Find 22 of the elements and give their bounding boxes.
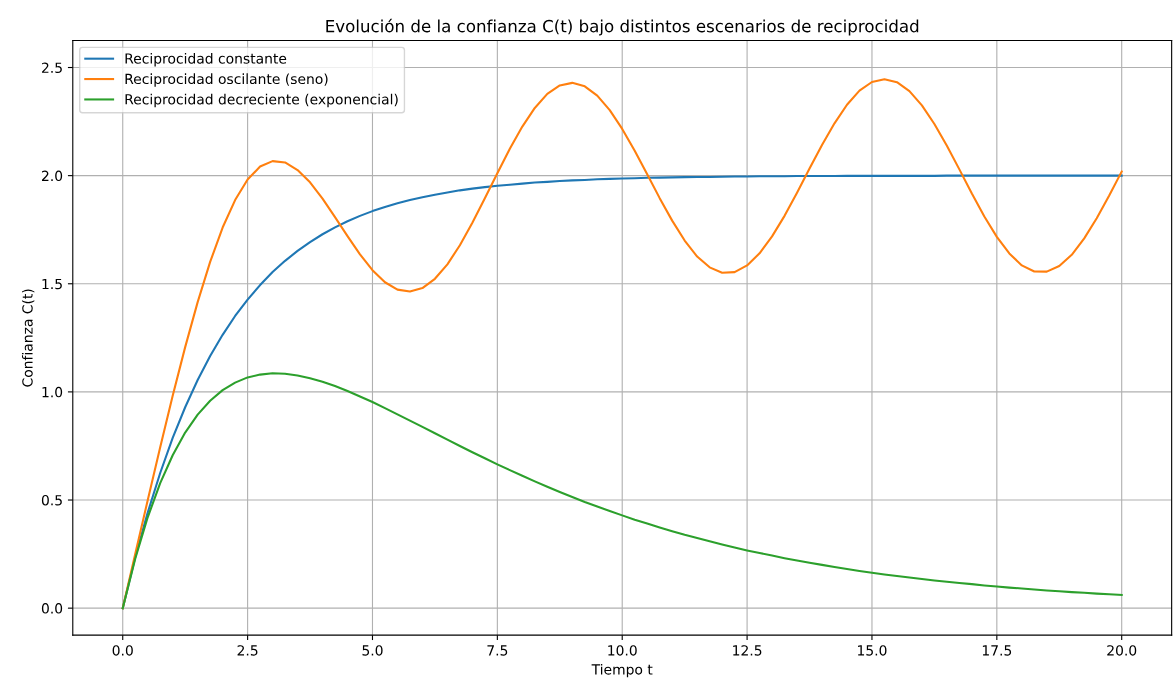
x-tick-label: 10.0 <box>608 645 637 656</box>
y-tick-label: 0.5 <box>41 494 62 506</box>
x-tick-label: 7.5 <box>487 645 508 656</box>
y-tick-label: 1.5 <box>42 278 62 290</box>
x-axis-title: Tiempo t <box>591 663 653 678</box>
y-tick-label: 0.0 <box>41 603 63 614</box>
legend-label: Reciprocidad decreciente (exponencial) <box>125 93 398 108</box>
y-tick-label: 2.5 <box>42 62 62 73</box>
y-tick-label: 2.0 <box>42 170 63 182</box>
line-series <box>121 372 1123 610</box>
x-tick-label: 0.0 <box>112 645 133 656</box>
x-tick-label: 15.0 <box>858 645 887 656</box>
x-tick-label: 2.5 <box>237 645 258 656</box>
x-tick-label: 17.5 <box>982 645 1012 656</box>
y-axis-title: Confianza C(t) <box>21 289 35 387</box>
x-tick-label: 12.5 <box>733 645 762 656</box>
legend-label: Reciprocidad oscilante (seno) <box>125 73 328 87</box>
y-tick-label: 1.0 <box>42 386 63 398</box>
chart-title: Evolución de la confianza C(t) bajo distintos escenarios de reciprocidad <box>326 18 919 36</box>
legend-label: Reciprocidad constante <box>125 52 287 67</box>
x-tick-label: 5.0 <box>362 645 383 656</box>
x-tick-label: 20.0 <box>1107 645 1137 656</box>
